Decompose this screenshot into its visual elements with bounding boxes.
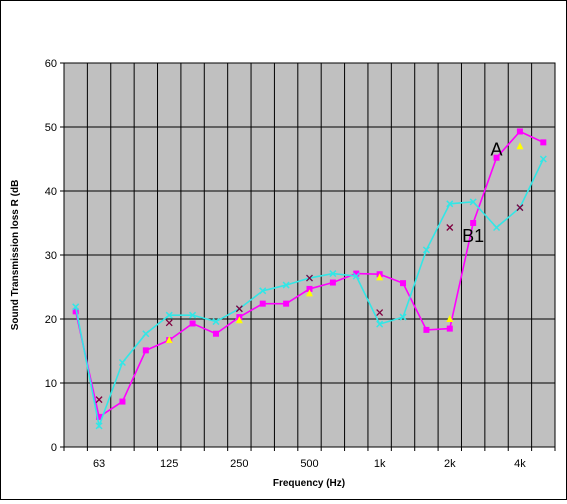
data-point [96, 413, 103, 420]
data-point [469, 198, 477, 206]
data-point [329, 270, 337, 278]
data-point [329, 279, 336, 286]
data-point [118, 358, 126, 367]
data-point [235, 316, 243, 324]
y-tick-label: 40 [45, 186, 57, 198]
y-tick-label: 10 [45, 378, 57, 390]
data-point [212, 330, 219, 337]
data-point [446, 315, 454, 322]
data-point [423, 326, 430, 333]
series-3 [95, 204, 524, 404]
data-point [446, 224, 454, 231]
data-point [470, 220, 477, 226]
data-point [282, 281, 290, 289]
data-point [95, 422, 103, 430]
data-point [376, 320, 384, 328]
data-point [399, 313, 407, 321]
data-point [119, 398, 126, 405]
data-point [422, 246, 430, 254]
data-point [446, 200, 454, 208]
data-point [165, 336, 173, 344]
annotation-label: A [491, 139, 503, 159]
annotations: A B1 [462, 139, 502, 245]
data-point [306, 285, 313, 292]
data-point [72, 308, 79, 315]
data-point [493, 223, 501, 232]
data-point [259, 287, 267, 295]
series-4 [165, 142, 524, 344]
x-tick-label: 63 [93, 458, 105, 470]
x-tick-label: 500 [300, 458, 318, 470]
data-point [400, 280, 407, 287]
data-point [142, 330, 150, 338]
data-point [212, 318, 220, 326]
y-tick-label: 60 [45, 58, 57, 70]
data-point [189, 320, 196, 327]
data-point [283, 300, 290, 307]
data-point [540, 139, 547, 146]
y-tick-label: 30 [45, 250, 57, 262]
data-point [235, 305, 243, 313]
data-point [446, 325, 453, 332]
series [72, 128, 547, 430]
x-axis-title: Frequency (Hz) [273, 478, 345, 489]
data-point [516, 142, 524, 150]
x-tick-label: 250 [230, 458, 248, 470]
y-tick-label: 0 [51, 442, 57, 454]
y-tick-label: 50 [45, 122, 57, 134]
y-tick-label: 20 [45, 314, 57, 326]
x-axis: 63 125 250 500 1k 2k 4k [63, 447, 556, 470]
data-point [189, 311, 197, 319]
x-tick-label: 1k [374, 458, 386, 470]
data-point [353, 270, 360, 277]
data-point [352, 272, 360, 280]
data-point [539, 155, 547, 163]
data-point [376, 273, 384, 281]
data-point [72, 303, 80, 311]
data-point [165, 311, 173, 319]
data-point [516, 128, 523, 135]
data-point [259, 300, 266, 307]
x-tick-label: 4k [514, 458, 526, 470]
data-point [95, 396, 103, 404]
x-tick-label: 2k [444, 458, 456, 470]
data-point [306, 289, 313, 297]
data-point [142, 347, 149, 354]
y-axis-title: Sound Transmission loss R (dB [10, 180, 21, 331]
data-point [516, 204, 524, 212]
annotation-label: B1 [462, 226, 484, 246]
data-point [306, 274, 313, 282]
data-point [493, 154, 500, 161]
data-point [376, 309, 384, 317]
y-axis: 0 10 20 30 40 50 60 [45, 58, 64, 454]
data-point [165, 319, 173, 327]
x-tick-label: 125 [160, 458, 178, 470]
grid [64, 62, 555, 448]
